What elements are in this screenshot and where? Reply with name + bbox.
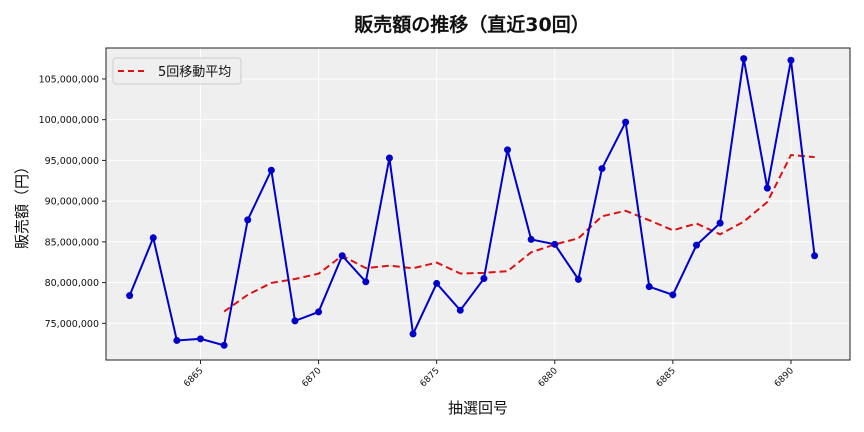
x-tick-label: 6890 [773, 366, 796, 389]
data-point [244, 216, 252, 224]
data-point [315, 308, 323, 316]
data-point [504, 146, 512, 154]
data-point [716, 219, 724, 227]
x-tick-label: 6875 [419, 366, 442, 389]
legend-box [112, 57, 242, 85]
data-point [196, 335, 204, 343]
moving-average-line [223, 153, 815, 313]
x-axis-ticks: 6865 6870 6875 6880 6885 6890 [182, 360, 796, 389]
data-point [669, 291, 677, 299]
x-tick-label: 6865 [182, 366, 205, 389]
data-point [527, 235, 535, 243]
data-point [385, 154, 393, 162]
y-tick-label: 100,000,000 [39, 115, 99, 126]
data-point [740, 55, 748, 63]
y-axis-ticks: 75,000,000 80,000,000 85,000,000 90,000,000… [39, 74, 106, 330]
data-point [409, 330, 417, 338]
x-tick-label: 6870 [300, 366, 323, 389]
data-point [598, 165, 606, 173]
plot-frame [105, 47, 851, 361]
data-point [692, 241, 700, 249]
data-point [645, 283, 653, 291]
y-tick-label: 85,000,000 [45, 237, 99, 248]
data-point [338, 252, 346, 260]
data-point [433, 279, 441, 287]
y-axis-label: 販売額（円） [13, 159, 31, 249]
data-point [551, 240, 559, 248]
data-point [126, 292, 134, 300]
data-point [787, 56, 795, 64]
data-point [574, 275, 582, 283]
x-axis-label: 抽選回号 [448, 399, 508, 417]
grid-lines [106, 48, 850, 360]
legend-label: 5回移動平均 [158, 65, 231, 80]
data-point [480, 275, 488, 283]
x-tick-label: 6880 [537, 366, 560, 389]
data-point [362, 278, 370, 286]
y-tick-label: 95,000,000 [45, 156, 99, 167]
data-point [173, 336, 181, 344]
y-tick-label: 75,000,000 [45, 319, 99, 330]
data-point [622, 118, 630, 126]
y-tick-label: 80,000,000 [45, 278, 99, 289]
data-point [291, 317, 299, 325]
y-tick-label: 90,000,000 [45, 197, 99, 208]
y-tick-label: 105,000,000 [39, 74, 99, 85]
sales-line [126, 55, 819, 349]
x-tick-label: 6885 [655, 366, 678, 389]
data-point [267, 166, 275, 174]
data-point [149, 234, 157, 242]
data-point [220, 341, 228, 349]
chart-title: 販売額の推移（直近30回） [354, 13, 589, 36]
data-point [763, 184, 771, 192]
data-point [456, 306, 464, 314]
legend: 5回移動平均 [112, 57, 242, 85]
data-point [811, 252, 819, 260]
